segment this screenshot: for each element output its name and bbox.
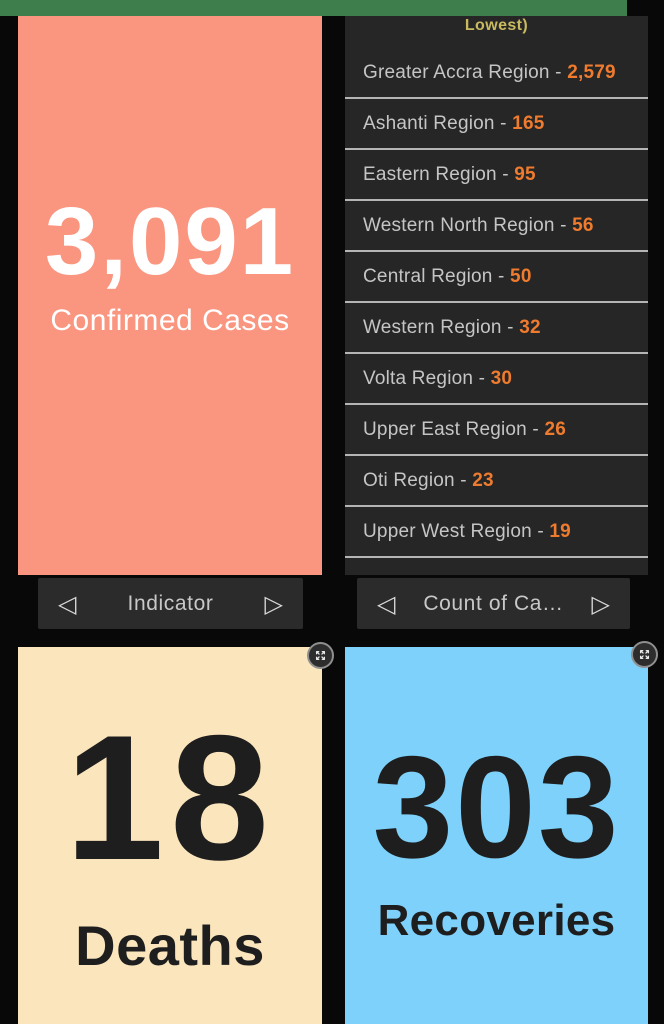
region-list: Greater Accra Region - 2,579 Ashanti Reg… xyxy=(345,48,648,558)
region-cases-list-card[interactable]: Lowest) Greater Accra Region - 2,579 Ash… xyxy=(345,16,648,575)
region-name: Western Region xyxy=(363,316,502,338)
region-case-count: 23 xyxy=(472,469,494,491)
region-separator: - xyxy=(526,418,545,440)
region-case-count: 50 xyxy=(510,265,532,287)
recoveries-value: 303 xyxy=(372,726,621,888)
next-arrow-icon[interactable]: ▷ xyxy=(591,589,610,618)
region-row[interactable]: Ashanti Region - 165 xyxy=(345,99,648,150)
region-row[interactable]: Central Region - 50 xyxy=(345,252,648,303)
prev-arrow-icon[interactable]: ◁ xyxy=(58,589,77,618)
region-row[interactable]: Greater Accra Region - 2,579 xyxy=(345,48,648,99)
region-separator: - xyxy=(501,316,520,338)
expand-recoveries-button[interactable] xyxy=(631,641,658,668)
region-name: Western North Region xyxy=(363,214,555,236)
region-case-count: 30 xyxy=(490,367,513,389)
region-name: Upper West Region xyxy=(363,520,532,542)
expand-icon xyxy=(636,646,653,663)
region-row[interactable]: Upper West Region - 19 xyxy=(345,507,648,558)
recoveries-card[interactable]: 303 Recoveries xyxy=(345,647,648,1024)
region-separator: - xyxy=(549,61,568,83)
region-separator: - xyxy=(531,520,550,542)
region-name: Volta Region xyxy=(363,367,474,389)
deaths-label: Deaths xyxy=(75,914,265,977)
region-row[interactable]: Volta Region - 30 xyxy=(345,354,648,405)
region-case-count: 32 xyxy=(519,316,541,338)
region-separator: - xyxy=(473,367,491,389)
deaths-value: 18 xyxy=(65,698,275,897)
region-case-count: 19 xyxy=(549,520,571,542)
region-separator: - xyxy=(496,163,515,185)
region-name: Oti Region xyxy=(363,469,455,491)
indicator-nav[interactable]: ◁ Indicator ▷ xyxy=(38,578,303,629)
top-green-bar xyxy=(0,0,627,16)
count-of-cases-nav[interactable]: ◁ Count of Ca… ▷ xyxy=(357,578,630,629)
next-arrow-icon[interactable]: ▷ xyxy=(264,589,283,618)
list-title-fragment: Lowest) xyxy=(464,17,529,34)
region-row[interactable]: Western North Region - 56 xyxy=(345,201,648,252)
confirmed-cases-label: Confirmed Cases xyxy=(50,303,290,337)
deaths-card[interactable]: 18 Deaths xyxy=(18,647,322,1024)
region-case-count: 2,579 xyxy=(567,61,616,83)
count-of-cases-nav-label: Count of Ca… xyxy=(423,591,564,615)
region-case-count: 56 xyxy=(572,214,594,236)
region-case-count: 26 xyxy=(544,418,566,440)
region-name: Upper East Region xyxy=(363,418,527,440)
confirmed-cases-card[interactable]: 3,091 Confirmed Cases xyxy=(18,16,322,575)
recoveries-label: Recoveries xyxy=(377,896,616,945)
region-name: Eastern Region xyxy=(363,163,497,185)
region-row[interactable]: Oti Region - 23 xyxy=(345,456,648,507)
expand-icon xyxy=(312,647,329,664)
region-separator: - xyxy=(554,214,573,236)
region-name: Central Region xyxy=(363,265,493,287)
region-separator: - xyxy=(492,265,511,287)
region-case-count: 95 xyxy=(514,163,536,185)
region-row[interactable]: Eastern Region - 95 xyxy=(345,150,648,201)
region-case-count: 165 xyxy=(512,112,545,134)
confirmed-cases-value: 3,091 xyxy=(44,187,296,295)
region-row[interactable]: Western Region - 32 xyxy=(345,303,648,354)
region-separator: - xyxy=(494,112,513,134)
region-separator: - xyxy=(454,469,473,491)
region-name: Greater Accra Region xyxy=(363,61,550,83)
region-name: Ashanti Region xyxy=(363,112,495,134)
indicator-nav-label: Indicator xyxy=(127,591,214,615)
prev-arrow-icon[interactable]: ◁ xyxy=(377,589,396,618)
region-row[interactable]: Upper East Region - 26 xyxy=(345,405,648,456)
expand-deaths-button[interactable] xyxy=(307,642,334,669)
